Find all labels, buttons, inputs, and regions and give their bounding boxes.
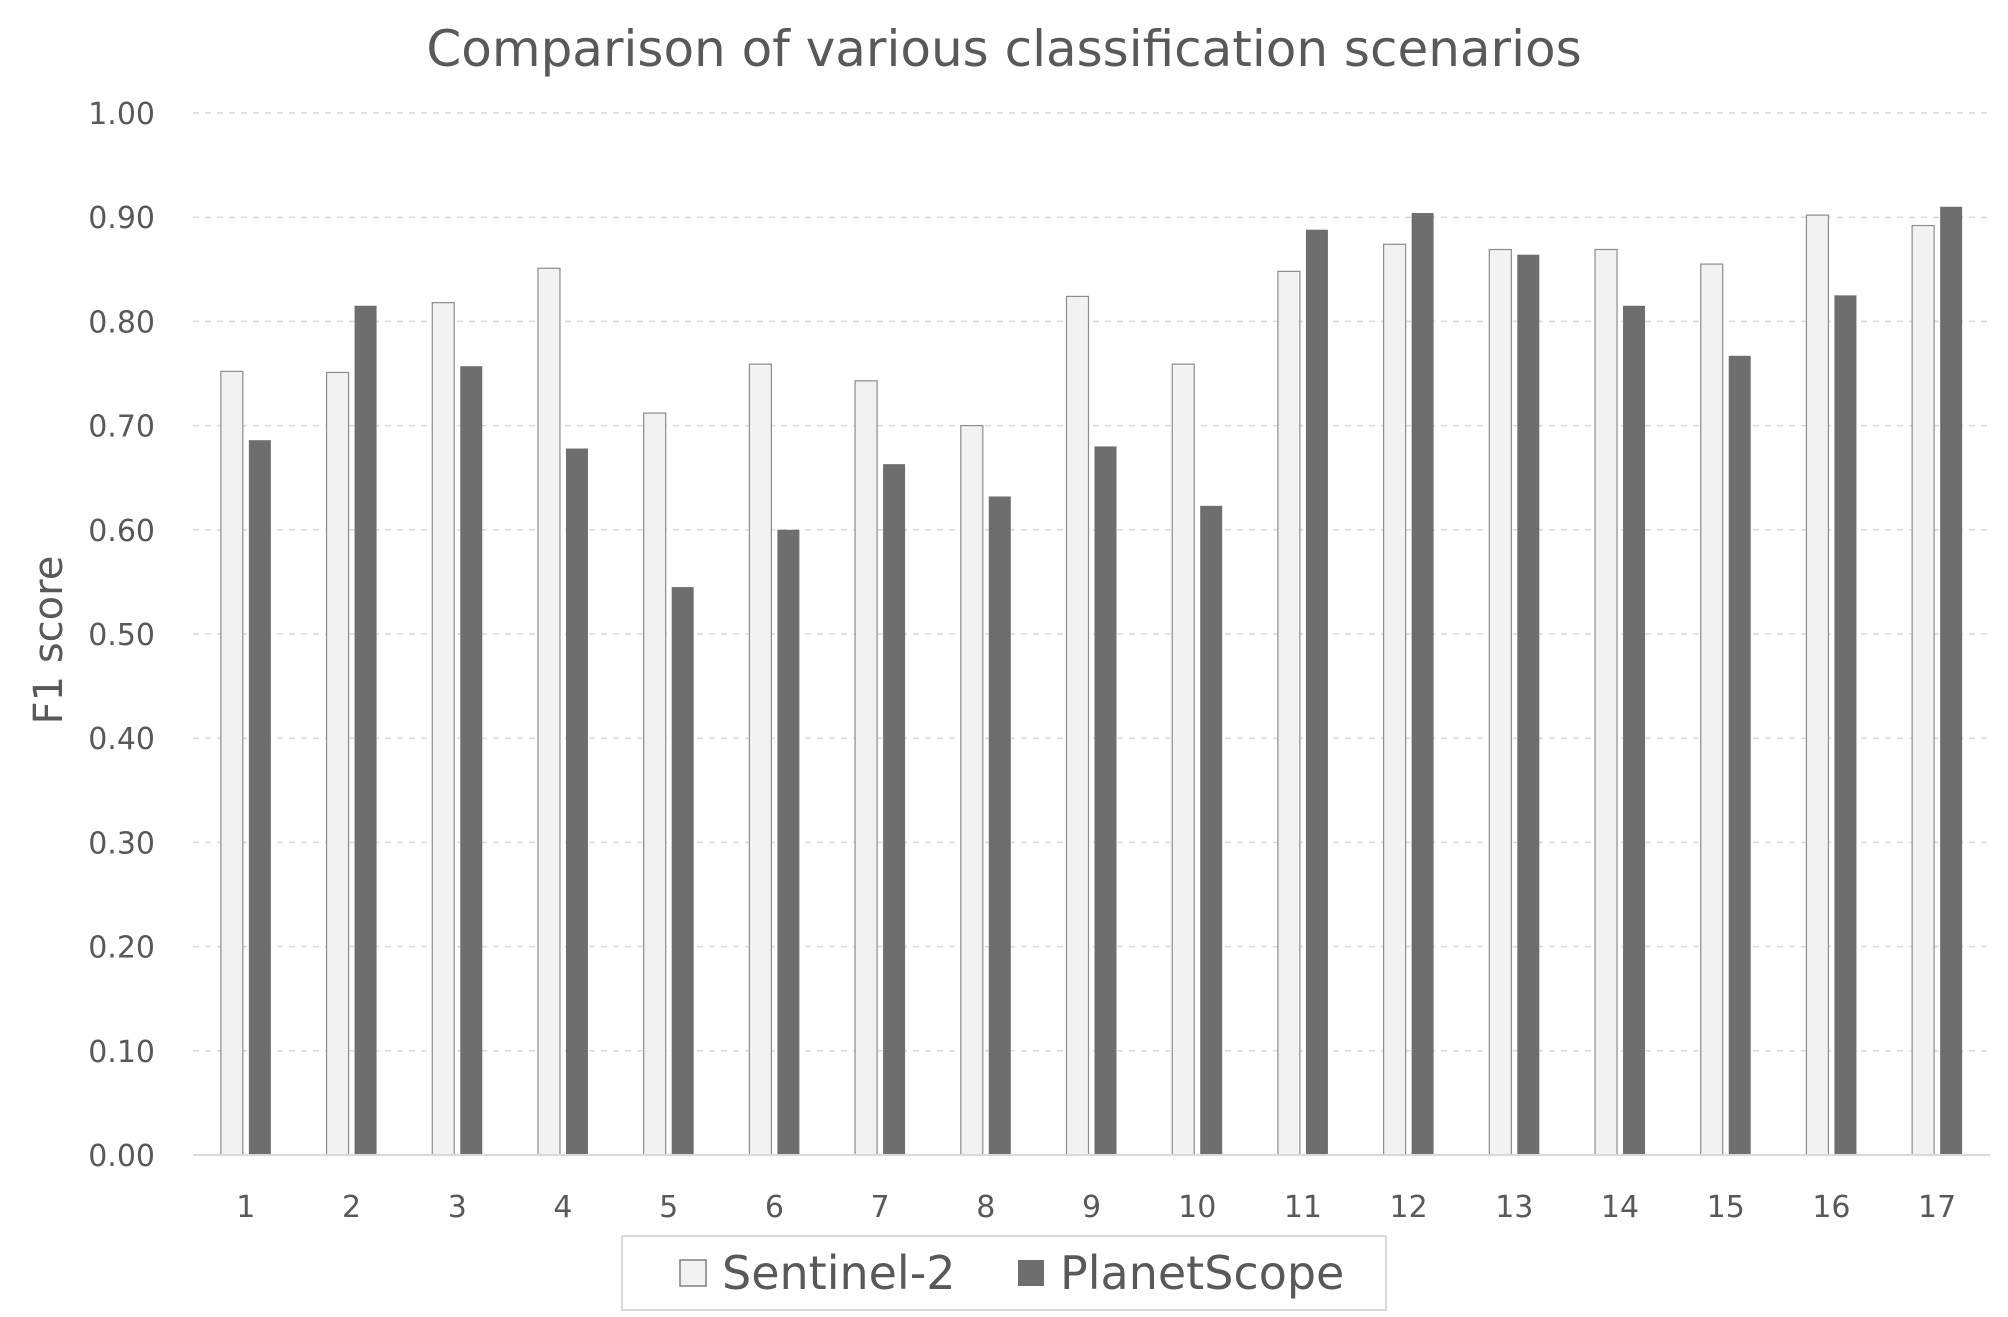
- y-tick-label: 0.10: [88, 1035, 155, 1070]
- x-tick-label: 4: [553, 1190, 572, 1225]
- bar-planetscope-6: [777, 529, 800, 1155]
- legend-box: [621, 1235, 1387, 1311]
- y-axis-title: F1 score: [26, 556, 72, 725]
- bar-planetscope-17: [1940, 206, 1963, 1155]
- bar-planetscope-13: [1517, 254, 1540, 1155]
- bar-planetscope-3: [460, 366, 483, 1155]
- legend-label-planetscope: PlanetScope: [1060, 1246, 1344, 1300]
- bar-planetscope-2: [354, 305, 377, 1155]
- y-tick-label: 0.70: [88, 410, 155, 445]
- bar-sentinel-2-4: [537, 267, 561, 1156]
- bar-planetscope-4: [565, 448, 588, 1155]
- x-tick-label: 6: [765, 1190, 784, 1225]
- y-tick-label: 0.30: [88, 826, 155, 861]
- bar-sentinel-2-7: [854, 380, 878, 1156]
- bar-sentinel-2-2: [325, 371, 350, 1156]
- bar-sentinel-2-9: [1065, 295, 1090, 1156]
- bar-sentinel-2-11: [1277, 270, 1301, 1156]
- bar-planetscope-16: [1834, 295, 1857, 1156]
- x-tick-label: 9: [1082, 1190, 1101, 1225]
- x-tick-label: 11: [1284, 1190, 1322, 1225]
- x-tick-label: 14: [1601, 1190, 1639, 1225]
- bar-planetscope-12: [1411, 213, 1434, 1156]
- y-tick-label: 0.00: [88, 1139, 155, 1174]
- x-tick-label: 15: [1707, 1190, 1745, 1225]
- bar-planetscope-14: [1623, 305, 1646, 1155]
- x-tick-label: 7: [871, 1190, 890, 1225]
- chart-title: Comparison of various classification sce…: [426, 20, 1581, 78]
- x-tick-label: 2: [342, 1190, 361, 1225]
- bar-sentinel-2-13: [1488, 248, 1512, 1156]
- bar-sentinel-2-14: [1594, 248, 1618, 1156]
- bar-planetscope-1: [248, 440, 271, 1155]
- x-tick-label: 3: [448, 1190, 467, 1225]
- y-tick-label: 0.20: [88, 931, 155, 966]
- x-tick-label: 8: [976, 1190, 995, 1225]
- legend-swatch-sentinel-2: [679, 1259, 707, 1287]
- x-axis-tick-labels: 1 2 3 4 5 6 7 8 9 10 11 12 13 14 15 16 17: [236, 1190, 1956, 1225]
- y-tick-label: 0.90: [88, 201, 155, 236]
- y-tick-label: 0.60: [88, 514, 155, 549]
- bar-sentinel-2-3: [431, 302, 455, 1156]
- bar-sentinel-2-5: [643, 412, 667, 1156]
- bar-planetscope-5: [671, 587, 694, 1155]
- bar-sentinel-2-1: [220, 370, 244, 1156]
- x-tick-label: 5: [659, 1190, 678, 1225]
- bar-sentinel-2-16: [1805, 214, 1830, 1156]
- y-axis-tick-labels: 0.00 0.10 0.20 0.30 0.40 0.50 0.60 0.70 0.80 0.90…: [88, 97, 155, 1174]
- x-tick-label: 12: [1390, 1190, 1428, 1225]
- x-tick-label: 10: [1178, 1190, 1216, 1225]
- x-tick-label: 17: [1918, 1190, 1956, 1225]
- bar-planetscope-11: [1305, 229, 1328, 1156]
- bar-planetscope-9: [1094, 446, 1117, 1155]
- x-tick-label: 1: [236, 1190, 255, 1225]
- bar-sentinel-2-17: [1911, 224, 1935, 1156]
- y-tick-label: 0.80: [88, 305, 155, 340]
- bar-planetscope-15: [1728, 355, 1751, 1155]
- bar-planetscope-10: [1200, 505, 1223, 1156]
- y-tick-label: 0.40: [88, 722, 155, 757]
- y-tick-label: 1.00: [88, 97, 155, 132]
- bar-sentinel-2-8: [960, 425, 984, 1156]
- legend-label-sentinel-2: Sentinel-2: [722, 1246, 956, 1300]
- y-tick-label: 0.50: [88, 618, 155, 653]
- bar-sentinel-2-12: [1383, 243, 1407, 1156]
- x-tick-label: 13: [1495, 1190, 1533, 1225]
- bar-planetscope-8: [988, 496, 1011, 1155]
- bar-planetscope-7: [883, 464, 906, 1155]
- legend: Sentinel-2 PlanetScope: [621, 1235, 1387, 1311]
- bar-sentinel-2-10: [1171, 363, 1195, 1156]
- x-tick-label: 16: [1812, 1190, 1850, 1225]
- bar-sentinel-2-6: [748, 363, 772, 1156]
- bars: [220, 206, 1963, 1156]
- bar-sentinel-2-15: [1700, 263, 1724, 1156]
- legend-swatch-planetscope: [1018, 1260, 1044, 1286]
